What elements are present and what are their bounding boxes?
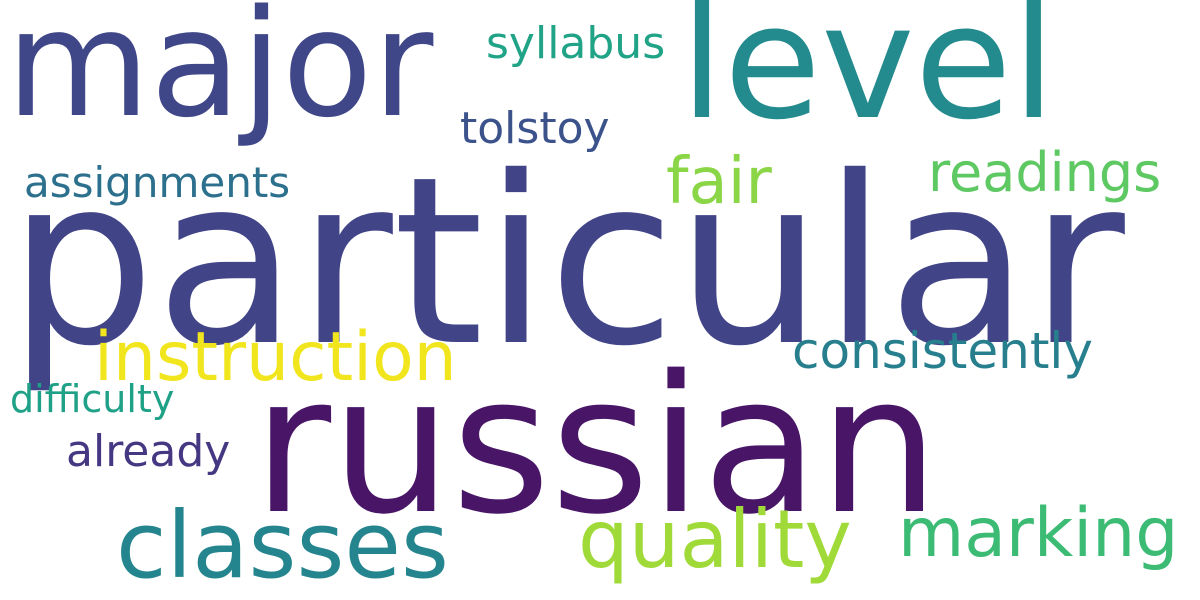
word-assignments: assignments: [24, 158, 291, 207]
word-marking: marking: [898, 494, 1179, 573]
word-quality: quality: [578, 493, 852, 586]
word-russian: russian: [253, 335, 940, 556]
word-classes: classes: [116, 492, 449, 599]
word-tolstoy: tolstoy: [460, 103, 610, 154]
word-difficulty: difficulty: [10, 377, 175, 421]
word-readings: readings: [928, 141, 1162, 204]
word-syllabus: syllabus: [486, 18, 666, 69]
word-major: major: [6, 0, 434, 150]
word-consistently: consistently: [792, 322, 1093, 380]
word-fair: fair: [666, 145, 772, 219]
word-level: level: [680, 0, 1056, 155]
word-instruction: instruction: [94, 318, 457, 397]
word-already: already: [66, 426, 231, 477]
word-particular: particular: [8, 127, 1125, 397]
